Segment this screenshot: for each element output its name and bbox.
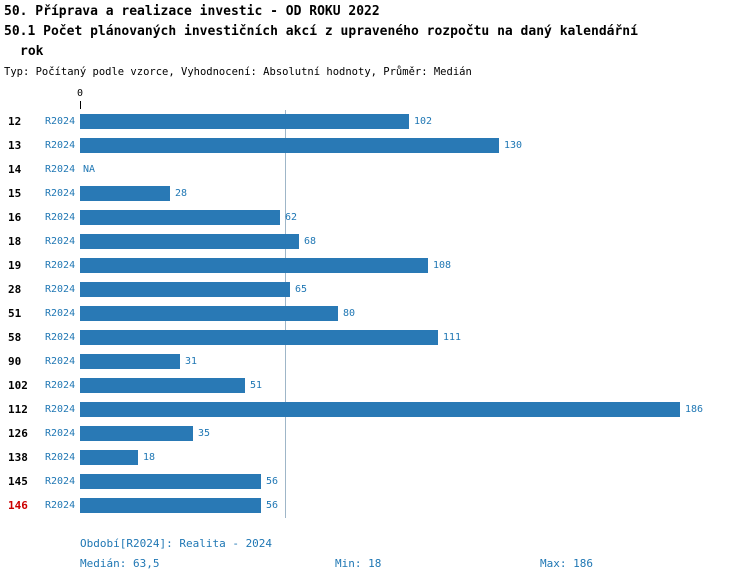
chart-title-line2: 50.1 Počet plánovaných investičních akcí… <box>4 24 638 39</box>
bar <box>80 138 499 153</box>
chart-row: 145 R2024 56 <box>0 470 750 494</box>
row-period-label: R2024 <box>45 140 76 151</box>
bar <box>80 498 261 513</box>
bar-value-label: 28 <box>175 188 188 199</box>
row-id-label: 112 <box>8 403 28 416</box>
chart-row: 102 R2024 51 <box>0 374 750 398</box>
bar <box>80 402 680 417</box>
chart-row: 16 R2024 62 <box>0 206 750 230</box>
chart-row: 90 R2024 31 <box>0 350 750 374</box>
bar <box>80 258 428 273</box>
row-period-label: R2024 <box>45 236 76 247</box>
bar <box>80 282 290 297</box>
bar <box>80 426 193 441</box>
bar-value-label: 35 <box>198 428 211 439</box>
row-period-label: R2024 <box>45 308 76 319</box>
bar-value-label: 111 <box>443 332 462 343</box>
row-id-label: 58 <box>8 331 22 344</box>
row-id-label: 12 <box>8 115 22 128</box>
chart-title-line1: 50. Příprava a realizace investic - OD R… <box>4 4 380 19</box>
footer-max: Max: 186 <box>540 557 593 570</box>
bar-value-label: 62 <box>285 212 298 223</box>
chart-row: 18 R2024 68 <box>0 230 750 254</box>
row-period-label: R2024 <box>45 260 76 271</box>
row-id-label: 138 <box>8 451 28 464</box>
bar-value-label: 31 <box>185 356 198 367</box>
bar-value-label: 51 <box>250 380 263 391</box>
bar <box>80 114 409 129</box>
row-period-label: R2024 <box>45 380 76 391</box>
row-period-label: R2024 <box>45 452 76 463</box>
row-id-label: 14 <box>8 163 22 176</box>
bar-value-label: 56 <box>266 500 279 511</box>
row-period-label: R2024 <box>45 116 76 127</box>
x-axis-top: 0 <box>0 88 750 110</box>
bar <box>80 234 299 249</box>
row-period-label: R2024 <box>45 476 76 487</box>
bar <box>80 186 170 201</box>
row-period-label: R2024 <box>45 500 76 511</box>
bar-value-label: 18 <box>143 452 156 463</box>
bar <box>80 354 180 369</box>
row-period-label: R2024 <box>45 356 76 367</box>
chart-header: 50. Příprava a realizace investic - OD R… <box>4 2 638 78</box>
row-period-label: R2024 <box>45 188 76 199</box>
row-period-label: R2024 <box>45 284 76 295</box>
chart-row: 14 R2024 NA <box>0 158 750 182</box>
row-id-label: 16 <box>8 211 22 224</box>
bar-value-label: 56 <box>266 476 279 487</box>
row-period-label: R2024 <box>45 212 76 223</box>
row-id-label: 102 <box>8 379 28 392</box>
bar-value-label: 80 <box>343 308 356 319</box>
bar-value-label: 108 <box>433 260 452 271</box>
row-id-label: 90 <box>8 355 22 368</box>
chart-row: 28 R2024 65 <box>0 278 750 302</box>
x-axis-tick <box>80 101 81 109</box>
chart-row: 15 R2024 28 <box>0 182 750 206</box>
chart-row: 19 R2024 108 <box>0 254 750 278</box>
bar-value-label: 130 <box>504 140 523 151</box>
row-id-label: 15 <box>8 187 22 200</box>
chart-row: 112 R2024 186 <box>0 398 750 422</box>
row-id-label: 126 <box>8 427 28 440</box>
bar-chart: 12 R2024 102 13 R2024 130 14 R2024 NA 15 R2024 28 16… <box>0 110 750 518</box>
footer-min: Min: 18 <box>335 557 382 570</box>
bar-value-label: 68 <box>304 236 317 247</box>
chart-row: 12 R2024 102 <box>0 110 750 134</box>
row-period-label: R2024 <box>45 332 76 343</box>
footer-period: Období[R2024]: Realita - 2024 <box>80 537 273 550</box>
bar <box>80 474 261 489</box>
bar <box>80 378 245 393</box>
row-period-label: R2024 <box>45 404 76 415</box>
row-id-label: 51 <box>8 307 22 320</box>
chart-row: 146 R2024 56 <box>0 494 750 518</box>
chart-subtitle: Typ: Počítaný podle vzorce, Vyhodnocení:… <box>4 66 472 78</box>
chart-title-line3: rok <box>20 44 44 59</box>
chart-row: 58 R2024 111 <box>0 326 750 350</box>
row-na-label: NA <box>83 164 96 175</box>
row-id-label: 28 <box>8 283 22 296</box>
chart-row: 138 R2024 18 <box>0 446 750 470</box>
bar <box>80 210 280 225</box>
bar-value-label: 102 <box>414 116 433 127</box>
footer-median: Medián: 63,5 <box>80 557 160 570</box>
bar-value-label: 65 <box>295 284 308 295</box>
x-axis-zero-label: 0 <box>76 88 84 99</box>
row-id-label: 19 <box>8 259 22 272</box>
row-period-label: R2024 <box>45 164 76 175</box>
row-id-label: 18 <box>8 235 22 248</box>
chart-row: 13 R2024 130 <box>0 134 750 158</box>
row-id-label: 146 <box>8 499 28 512</box>
bar <box>80 330 438 345</box>
row-id-label: 13 <box>8 139 22 152</box>
chart-row: 126 R2024 35 <box>0 422 750 446</box>
bar-value-label: 186 <box>685 404 704 415</box>
bar <box>80 306 338 321</box>
row-period-label: R2024 <box>45 428 76 439</box>
bar <box>80 450 138 465</box>
row-id-label: 145 <box>8 475 28 488</box>
chart-row: 51 R2024 80 <box>0 302 750 326</box>
